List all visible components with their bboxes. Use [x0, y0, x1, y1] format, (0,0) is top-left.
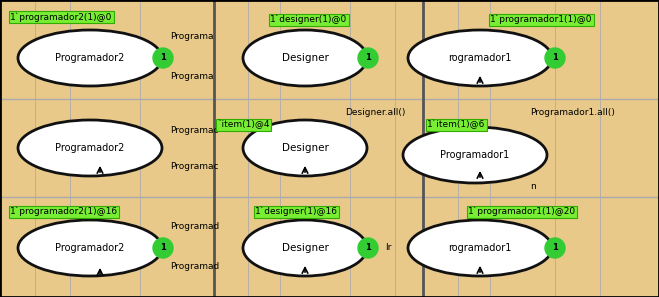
Ellipse shape: [18, 30, 162, 86]
Text: 1: 1: [365, 53, 371, 62]
Text: Ir: Ir: [385, 244, 391, 252]
Ellipse shape: [18, 120, 162, 176]
Text: Designer: Designer: [281, 53, 328, 63]
Text: Programad: Programad: [170, 262, 219, 271]
Text: rogramador1: rogramador1: [448, 53, 511, 63]
Text: rogramador1: rogramador1: [448, 243, 511, 253]
Text: `item(1)@4: `item(1)@4: [217, 120, 270, 129]
Text: 1: 1: [552, 244, 558, 252]
Text: Programador2: Programador2: [55, 243, 125, 253]
Text: 1`programador1(1)@20: 1`programador1(1)@20: [468, 207, 576, 217]
Text: Programac: Programac: [170, 126, 219, 135]
Circle shape: [153, 48, 173, 68]
Text: n: n: [530, 182, 536, 191]
Text: 1`item(1)@6: 1`item(1)@6: [427, 120, 486, 129]
Ellipse shape: [408, 30, 552, 86]
Circle shape: [545, 48, 565, 68]
Circle shape: [358, 238, 378, 258]
Text: Designer.all(): Designer.all(): [345, 108, 405, 117]
Text: 1`programador2(1)@0: 1`programador2(1)@0: [10, 12, 113, 21]
Ellipse shape: [243, 30, 367, 86]
Text: Programad: Programad: [170, 222, 219, 231]
Text: 1`designer(1)@16: 1`designer(1)@16: [255, 207, 338, 217]
Ellipse shape: [243, 120, 367, 176]
Text: 1: 1: [160, 53, 166, 62]
Text: Programador1.all(): Programador1.all(): [530, 108, 615, 117]
Text: 1: 1: [160, 244, 166, 252]
Text: 1`programador2(1)@16: 1`programador2(1)@16: [10, 207, 118, 217]
Circle shape: [153, 238, 173, 258]
Text: Designer: Designer: [281, 243, 328, 253]
Circle shape: [358, 48, 378, 68]
Text: Programa: Programa: [170, 32, 214, 41]
Ellipse shape: [18, 220, 162, 276]
Ellipse shape: [243, 220, 367, 276]
Text: 1: 1: [365, 244, 371, 252]
Text: Designer: Designer: [281, 143, 328, 153]
Text: Programador1: Programador1: [440, 150, 509, 160]
Text: Programac: Programac: [170, 162, 219, 171]
Circle shape: [545, 238, 565, 258]
Text: 1: 1: [552, 53, 558, 62]
Text: Programa: Programa: [170, 72, 214, 81]
Text: Programador2: Programador2: [55, 53, 125, 63]
Text: Programador2: Programador2: [55, 143, 125, 153]
Ellipse shape: [408, 220, 552, 276]
Ellipse shape: [403, 127, 547, 183]
Text: 1`designer(1)@0: 1`designer(1)@0: [270, 15, 347, 24]
Text: 1`programador1(1)@0: 1`programador1(1)@0: [490, 15, 592, 24]
